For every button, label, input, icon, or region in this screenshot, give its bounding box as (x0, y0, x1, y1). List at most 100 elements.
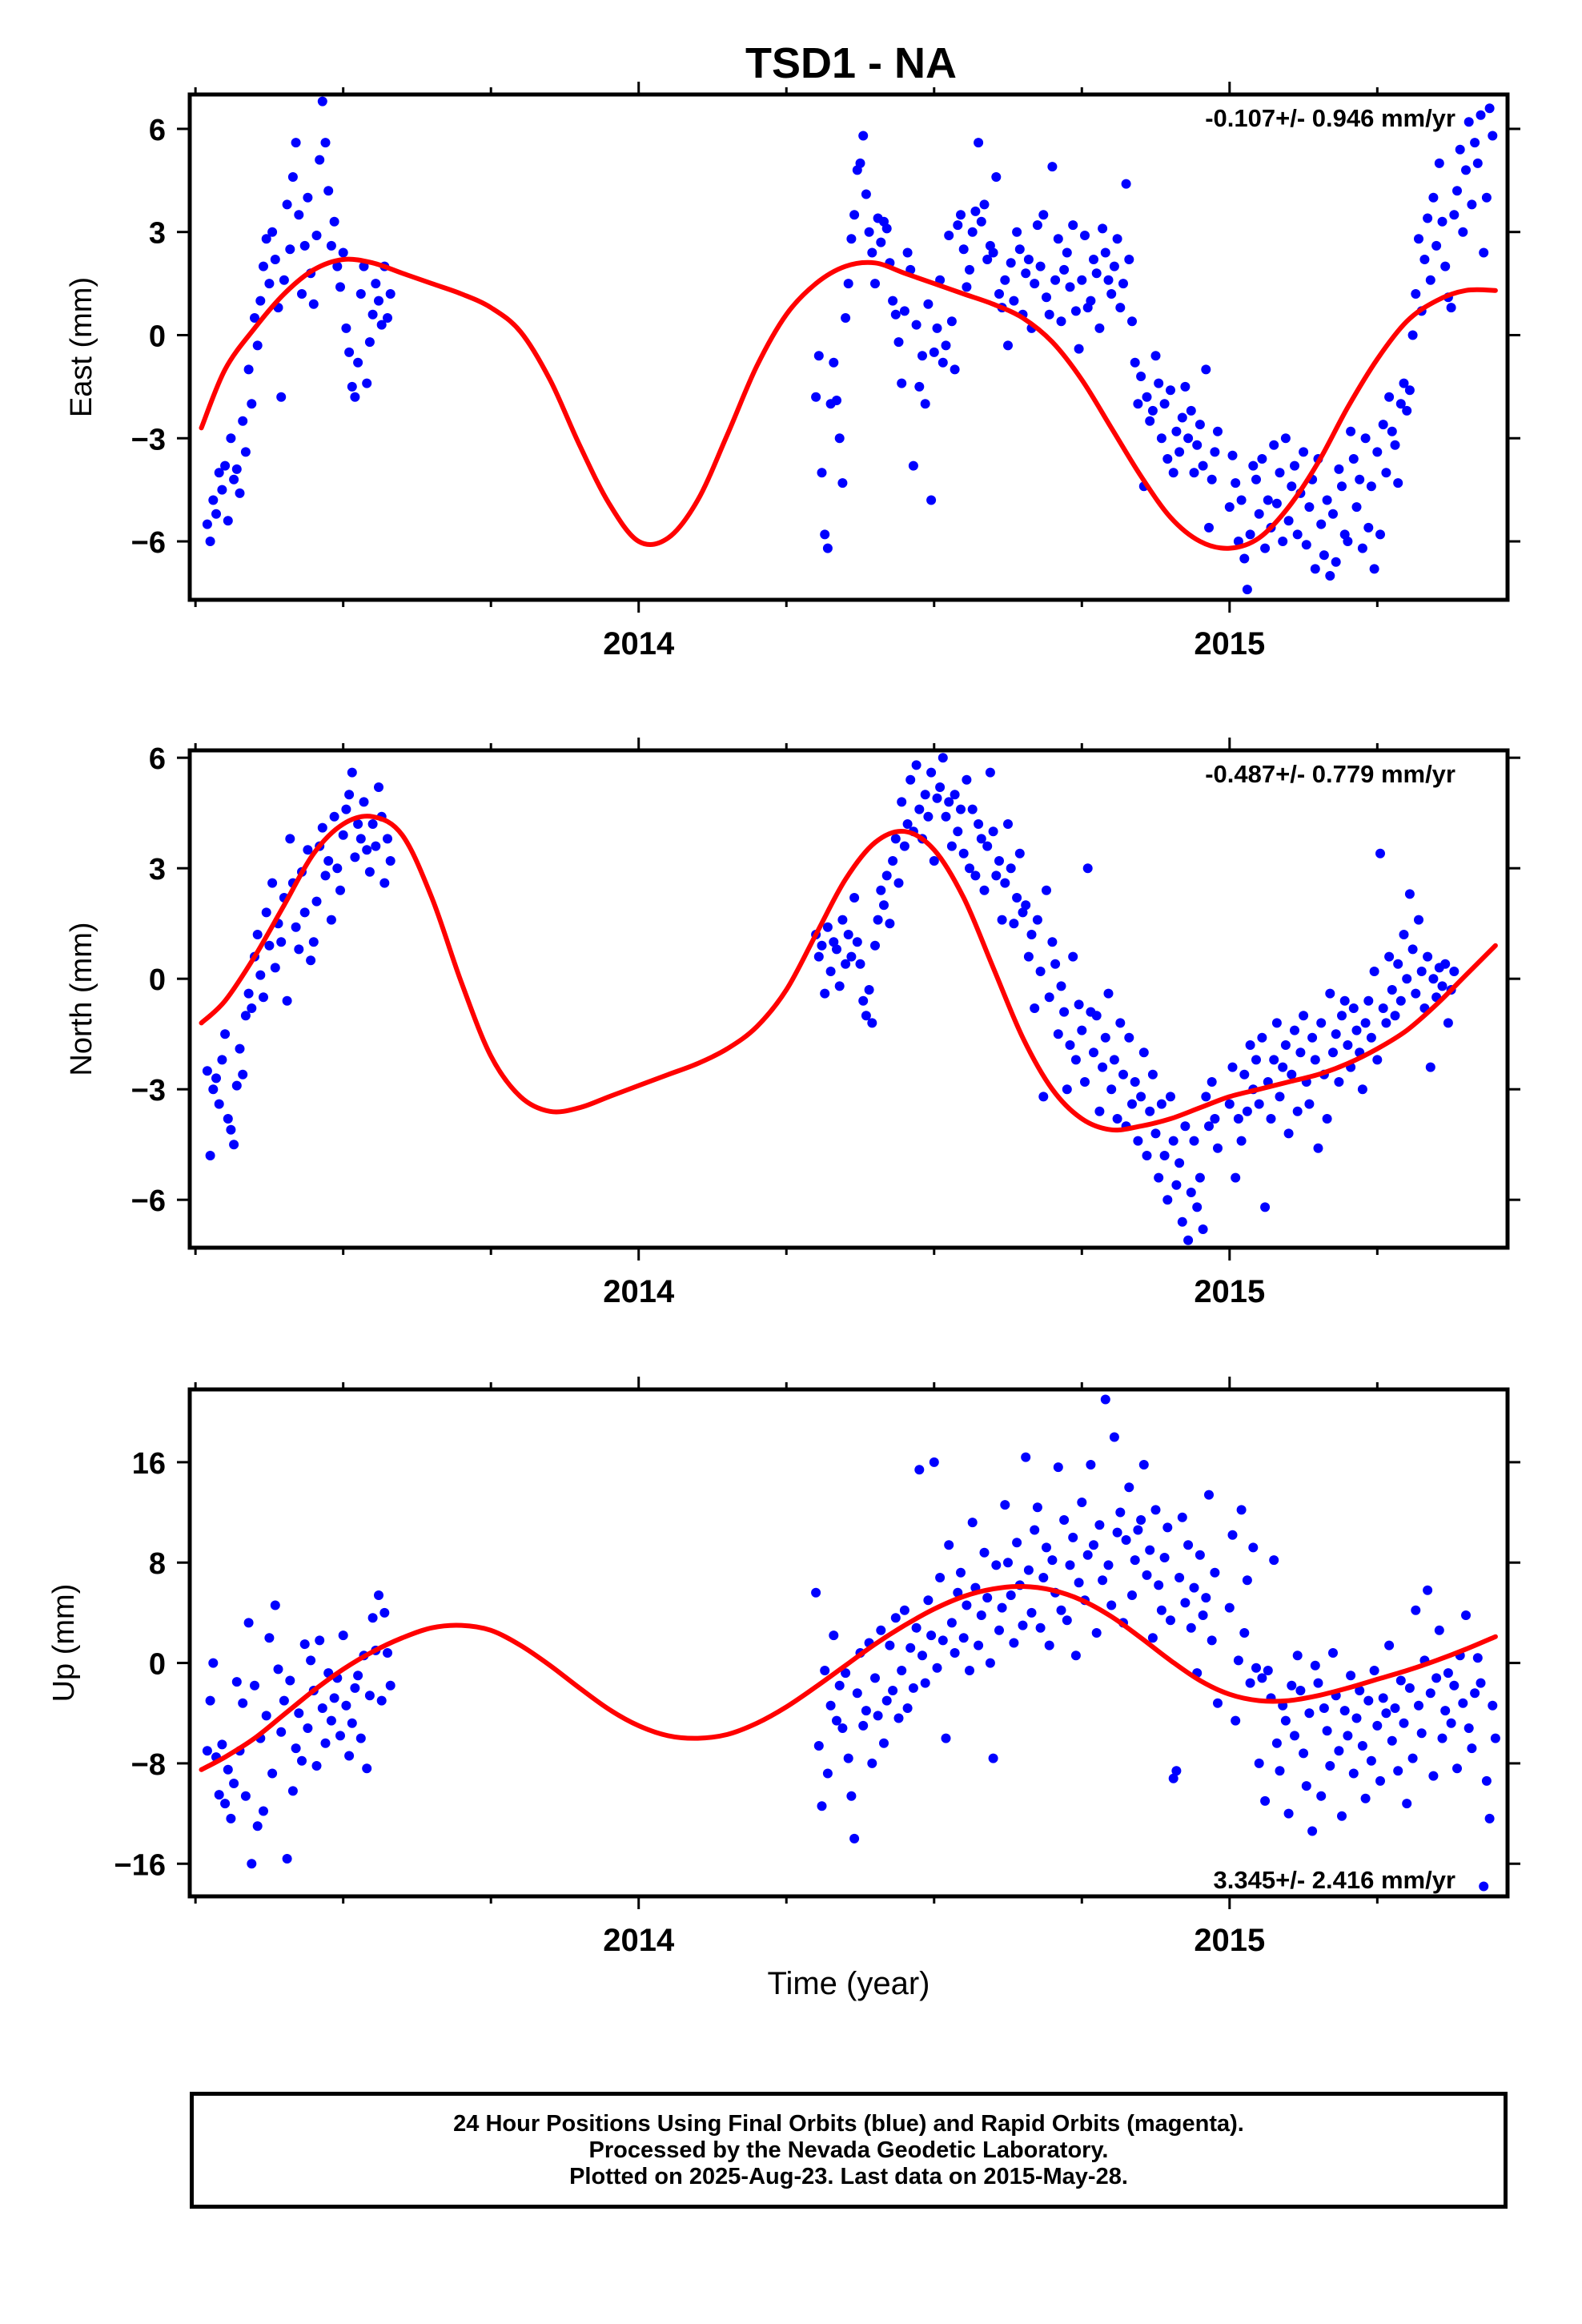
north-xtick-label: 2014 (603, 1274, 675, 1309)
up-point (1416, 1728, 1427, 1739)
up-xtick-label: 2015 (1194, 1923, 1265, 1958)
north-point (383, 834, 392, 844)
east-point (385, 289, 396, 299)
east-point (1479, 247, 1489, 258)
east-point (1283, 516, 1294, 526)
east-y-axis-label: East (mm) (65, 277, 98, 417)
up-point (1248, 1542, 1259, 1553)
east-point (893, 337, 904, 348)
north-point (893, 878, 904, 888)
east-point (364, 337, 375, 348)
up-point (1470, 1688, 1480, 1699)
east-point (1091, 268, 1102, 279)
north-point (905, 774, 916, 785)
up-point (958, 1633, 969, 1643)
north-point (843, 930, 853, 939)
up-point (1038, 1573, 1049, 1582)
up-point (873, 1711, 883, 1721)
north-point (985, 767, 995, 778)
east-point (308, 299, 319, 309)
up-point (1032, 1502, 1042, 1513)
up-panel: 2014 2015 16 8 0 −8 −16 Up (mm) 3.345+/- 2.416 m… (47, 1377, 1520, 1958)
north-point (323, 856, 334, 866)
up-point (965, 1666, 974, 1675)
north-point (1278, 1062, 1288, 1072)
east-point (1316, 519, 1327, 529)
east-point (920, 399, 930, 409)
east-point (1127, 316, 1137, 327)
north-point (941, 811, 951, 822)
up-point (899, 1605, 909, 1615)
north-point (914, 804, 925, 814)
north-xtick-label: 2015 (1194, 1274, 1265, 1309)
up-point (1372, 1720, 1383, 1731)
east-point (1021, 268, 1031, 279)
up-point (1431, 1673, 1442, 1683)
east-point (376, 320, 387, 330)
east-ytick-label: −3 (131, 423, 166, 456)
up-point (829, 1630, 839, 1641)
up-point (320, 1738, 331, 1748)
up-point (1322, 1726, 1332, 1736)
up-point (1476, 1678, 1486, 1688)
up-point (1339, 1706, 1350, 1716)
east-point (982, 255, 993, 264)
east-point (1351, 502, 1362, 513)
east-point (1150, 351, 1161, 361)
east-point (1012, 227, 1022, 237)
east-point (1257, 454, 1267, 464)
north-point (1195, 1172, 1205, 1183)
north-point (1138, 1047, 1149, 1058)
east-point (1402, 405, 1412, 416)
north-point (1411, 988, 1421, 999)
north-point (1038, 1092, 1049, 1102)
east-point (1366, 481, 1376, 492)
up-point (1271, 1738, 1282, 1748)
east-point (231, 464, 242, 474)
east-point (1470, 138, 1480, 148)
up-point (344, 1751, 355, 1761)
north-point (1006, 863, 1016, 874)
up-ytick-label: 0 (149, 1648, 166, 1682)
east-point (1109, 261, 1119, 271)
east-point (1147, 405, 1158, 416)
east-point (226, 433, 236, 444)
east-point (1014, 244, 1025, 255)
up-point (1260, 1795, 1271, 1806)
north-point (335, 885, 345, 895)
north-point (822, 922, 833, 932)
north-point (1304, 1099, 1315, 1109)
east-point (1431, 240, 1442, 251)
north-point (1030, 1003, 1040, 1013)
north-point (976, 834, 986, 844)
east-point (1310, 564, 1320, 574)
north-point (291, 922, 301, 932)
up-point (1245, 1678, 1255, 1688)
north-point (1328, 1047, 1338, 1058)
north-point (238, 1069, 248, 1080)
up-point (991, 1560, 1002, 1570)
north-point (932, 793, 942, 803)
up-point (1006, 1590, 1016, 1600)
up-point (1242, 1575, 1252, 1586)
up-frame (187, 1387, 1510, 1899)
up-point (317, 1703, 327, 1713)
east-point (1414, 234, 1423, 244)
up-point (938, 1635, 948, 1646)
east-point (1201, 364, 1211, 375)
up-point (1479, 1881, 1489, 1892)
east-point (291, 138, 301, 148)
east-point (350, 392, 360, 402)
up-point (982, 1593, 993, 1603)
up-point (1275, 1766, 1285, 1776)
up-point (841, 1668, 851, 1679)
up-point (1346, 1671, 1356, 1681)
east-point (1369, 564, 1379, 574)
up-point (870, 1673, 880, 1683)
up-point (1295, 1686, 1306, 1695)
up-points (202, 1394, 1500, 1892)
east-point (822, 543, 833, 553)
east-point (1145, 416, 1155, 426)
east-point (1245, 529, 1255, 540)
up-point (1369, 1666, 1379, 1675)
